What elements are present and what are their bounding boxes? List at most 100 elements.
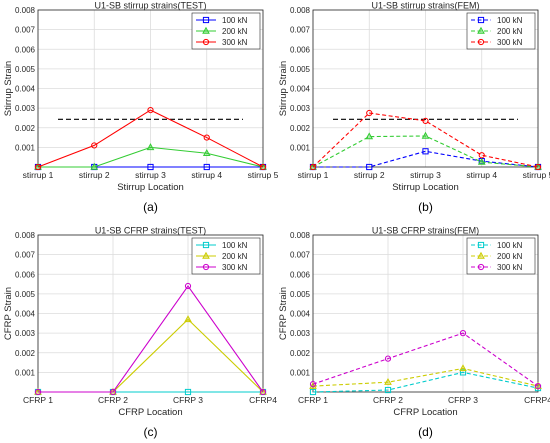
x-tick-label: stirrup 3 <box>410 170 441 180</box>
x-tick-label: CFRP 2 <box>373 395 403 405</box>
panel-label: (d) <box>418 425 433 439</box>
y-tick-label: 0.005 <box>290 290 311 299</box>
data-point <box>147 163 154 171</box>
panel-label: (c) <box>144 425 158 439</box>
series-line <box>38 285 264 393</box>
x-tick-label: CFRP 3 <box>173 395 203 405</box>
data-point <box>147 106 154 114</box>
y-axis-label: Stirrup Strain <box>278 61 289 116</box>
panel-label: (a) <box>143 200 158 214</box>
y-tick-label: 0.002 <box>15 124 36 133</box>
y-tick-label: 0.008 <box>290 231 311 240</box>
legend-label: 200 kN <box>222 252 248 261</box>
data-point <box>259 163 267 171</box>
y-tick-label: 0.006 <box>290 270 311 279</box>
y-tick-label: 0.007 <box>290 251 311 260</box>
x-axis-label: CFRP Location <box>393 407 457 418</box>
y-tick-label: 0.008 <box>15 231 36 240</box>
data-point <box>259 388 267 396</box>
y-tick-label: 0.003 <box>15 104 36 113</box>
series-line <box>312 332 539 387</box>
y-tick-label: 0.004 <box>290 85 311 94</box>
chart-title: U1-SB stirrup strains(TEST) <box>94 1 206 11</box>
y-tick-label: 0.003 <box>15 329 36 338</box>
axes-box <box>312 234 539 393</box>
legend-label: 200 kN <box>497 27 523 36</box>
data-point <box>34 388 42 396</box>
legend-marker <box>477 251 485 259</box>
y-tick-label: 0.001 <box>290 368 311 377</box>
chart-title: U1-SB stirrup strains(FEM) <box>371 1 479 11</box>
data-point <box>146 143 155 151</box>
data-point <box>366 109 373 117</box>
y-tick-label: 0.006 <box>15 45 36 54</box>
chart-title: U1-SB CFRP strains(TEST) <box>95 226 206 236</box>
legend-marker <box>477 263 485 271</box>
data-point <box>365 132 374 140</box>
chart-panel: 0.001 0.002 0.003 0.004 0.005 0.006 0.007 0.008… <box>3 226 277 440</box>
x-tick-label: CFRP 1 <box>23 395 53 405</box>
legend-marker <box>202 26 210 34</box>
data-point <box>422 148 429 155</box>
y-tick-label: 0.005 <box>15 290 36 299</box>
legend-label: 300 kN <box>497 263 523 272</box>
x-tick-label: stirrup 3 <box>135 170 166 180</box>
y-tick-label: 0.004 <box>290 310 311 319</box>
legend-label: 300 kN <box>222 38 248 47</box>
series-line <box>312 367 539 387</box>
data-point <box>184 388 192 396</box>
data-point <box>477 157 486 165</box>
legend: 100 kN 200 kN 300 kN <box>191 12 261 50</box>
y-tick-label: 0.008 <box>290 6 311 15</box>
x-tick-label: stirrup 1 <box>23 170 54 180</box>
y-tick-label: 0.002 <box>290 349 311 358</box>
data-point <box>534 163 542 171</box>
data-point <box>203 163 210 171</box>
data-point <box>384 386 392 394</box>
data-point <box>34 163 42 171</box>
legend-label: 300 kN <box>222 263 248 272</box>
panel-label: (b) <box>418 200 433 214</box>
y-tick-label: 0.004 <box>15 310 36 319</box>
legend-marker <box>202 16 210 24</box>
legend-label: 100 kN <box>497 241 523 250</box>
y-axis-label: Stirrup Strain <box>3 61 14 116</box>
x-tick-label: stirrup 5 <box>248 170 279 180</box>
y-tick-label: 0.003 <box>290 329 311 338</box>
chart-panel: 0.001 0.002 0.003 0.004 0.005 0.006 0.007 0.008… <box>3 1 279 215</box>
data-point <box>534 383 542 390</box>
legend-marker <box>477 26 485 34</box>
x-tick-label: CFRP 3 <box>448 395 478 405</box>
chart-title: U1-SB CFRP strains(FEM) <box>372 226 479 236</box>
x-axis-label: Stirrup Location <box>392 182 459 193</box>
legend-label: 100 kN <box>497 16 523 25</box>
legend-marker <box>477 241 485 249</box>
legend-marker <box>477 38 485 46</box>
data-point <box>309 388 317 396</box>
x-tick-label: stirrup 2 <box>354 170 385 180</box>
y-tick-label: 0.003 <box>290 104 311 113</box>
x-tick-label: CFRP 2 <box>98 395 128 405</box>
y-tick-label: 0.004 <box>15 85 36 94</box>
data-point <box>366 163 373 171</box>
x-tick-label: CFRP4 <box>249 395 277 405</box>
data-point <box>202 149 211 156</box>
y-tick-label: 0.005 <box>15 65 36 74</box>
legend-label: 200 kN <box>222 27 248 36</box>
data-point <box>90 162 99 170</box>
data-point <box>421 131 430 139</box>
legend: 100 kN 200 kN 300 kN <box>466 12 536 50</box>
data-point <box>309 381 317 389</box>
data-point <box>384 355 392 362</box>
series-line <box>38 146 264 168</box>
legend-marker <box>202 251 210 259</box>
axes-box <box>312 9 539 168</box>
series-line <box>37 109 264 168</box>
x-axis-label: Stirrup Location <box>117 182 184 193</box>
legend: 100 kN 200 kN 300 kN <box>466 237 536 275</box>
y-tick-label: 0.007 <box>290 26 311 35</box>
legend-marker <box>202 263 210 271</box>
series-line <box>312 135 539 168</box>
data-point <box>91 142 98 149</box>
legend-label: 100 kN <box>222 16 248 25</box>
